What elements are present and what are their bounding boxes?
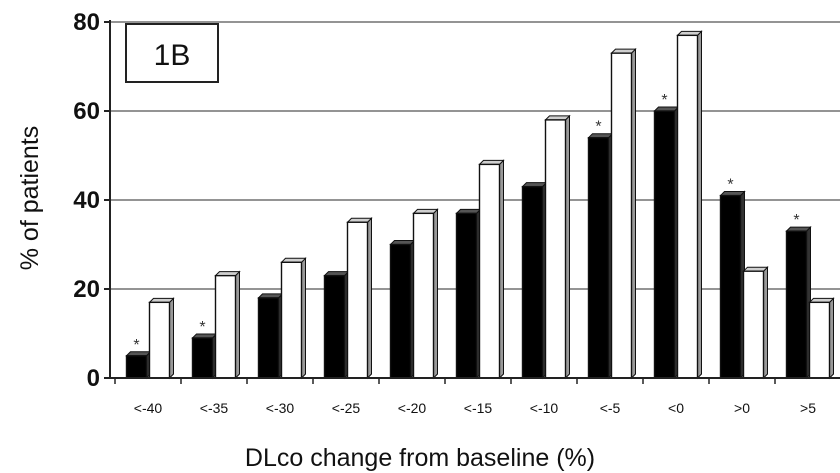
bar-1: [785, 225, 812, 380]
bar-2: [280, 257, 307, 380]
bar-1: [125, 350, 152, 380]
bar-1: [719, 190, 746, 380]
bar-2: [214, 270, 241, 380]
x-tick-label: <-25: [332, 400, 361, 416]
bar-2: [478, 159, 505, 380]
y-axis-title: % of patients: [16, 126, 44, 271]
significance-marker: *: [793, 212, 799, 229]
significance-marker: *: [595, 119, 601, 136]
bar-1: [521, 181, 548, 380]
significance-marker: *: [727, 177, 733, 194]
bar-2: [544, 114, 571, 380]
significance-marker: *: [661, 92, 667, 109]
x-tick-label: <-35: [200, 400, 229, 416]
y-tick-label: 40: [73, 187, 100, 214]
x-axis-title: DLco change from baseline (%): [245, 444, 595, 472]
bar-1: [653, 105, 680, 380]
bar-2: [676, 30, 703, 380]
bar-1: [323, 270, 350, 380]
panel-label: 1B: [154, 39, 191, 72]
y-tick-label: 20: [73, 276, 100, 303]
x-tick-label: <-5: [600, 400, 621, 416]
x-tick-label: <-40: [134, 400, 163, 416]
x-tick-label: <-30: [266, 400, 295, 416]
panel-label-box: 1B: [125, 23, 219, 83]
bar-2: [148, 297, 175, 380]
x-tick-label: >5: [800, 400, 816, 416]
x-tick-label: <-20: [398, 400, 427, 416]
bar-1: [191, 332, 218, 380]
bar-2: [742, 265, 769, 380]
significance-marker: *: [133, 337, 139, 354]
bar-2: [412, 208, 439, 380]
bar-1: [257, 292, 284, 380]
axes: [104, 20, 840, 384]
x-tick-labels: <-40 <-35 <-30 <-25 <-20 <-15 <-10 <-5 <0 >0 >5: [134, 400, 816, 416]
bar-2: [610, 47, 637, 380]
bar-1: [587, 132, 614, 380]
significance-marker: *: [199, 319, 205, 336]
x-tick-label: <-10: [530, 400, 559, 416]
bar-1: [455, 208, 482, 380]
x-tick-label: <-15: [464, 400, 493, 416]
significance-markers: * * * * * *: [133, 92, 799, 354]
x-tick-label: >0: [734, 400, 750, 416]
bar-2: [808, 297, 835, 380]
y-tick-label: 80: [73, 9, 100, 36]
bar-1: [389, 239, 416, 380]
y-tick-labels: 0 20 40 60 80: [73, 9, 100, 392]
y-tick-label: 0: [87, 365, 100, 392]
y-tick-label: 60: [73, 98, 100, 125]
x-tick-label: <0: [668, 400, 684, 416]
bar-2: [346, 217, 373, 380]
bars: [125, 30, 835, 380]
